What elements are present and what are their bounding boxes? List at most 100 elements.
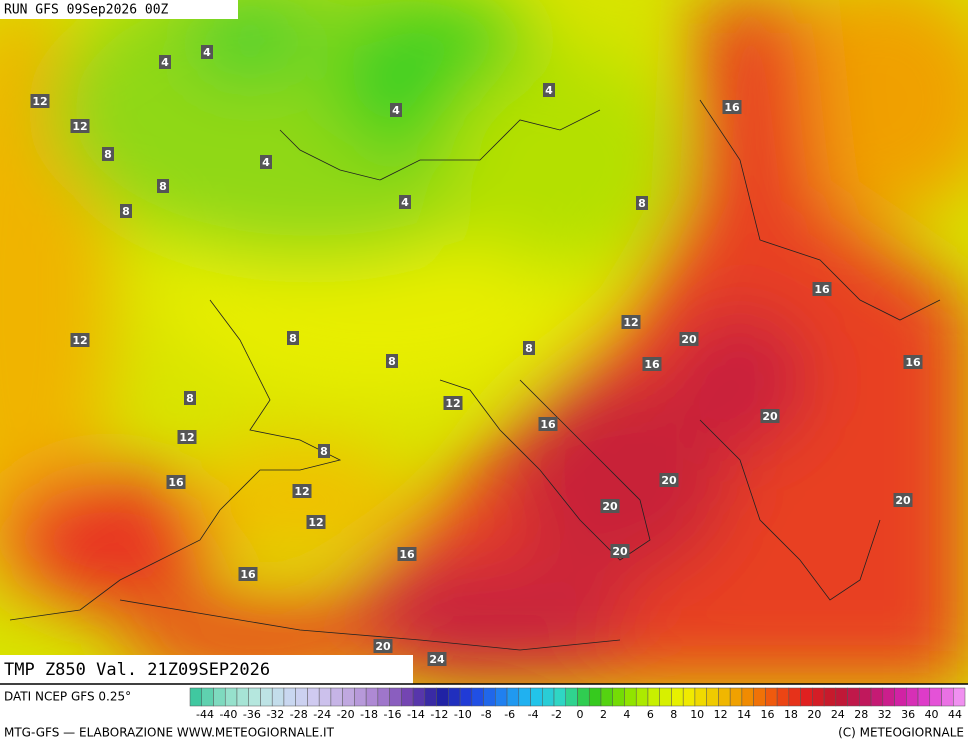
source-label: DATI NCEP GFS 0.25°: [4, 690, 131, 704]
header-box: [0, 0, 238, 19]
scale-swatch: [318, 687, 332, 707]
scale-swatch: [671, 687, 684, 707]
scale-swatch: [847, 687, 860, 707]
run-title: RUN GFS 09Sep2026 00Z: [4, 3, 169, 18]
contour-label-box: [120, 204, 132, 218]
scale-swatch: [741, 687, 754, 707]
contour-label-box: [373, 639, 393, 653]
contour-label-box: [427, 652, 447, 666]
scale-swatch: [753, 687, 766, 707]
scale-label: -18: [360, 708, 378, 721]
scale-label: -8: [481, 708, 492, 721]
scale-label: -6: [504, 708, 515, 721]
scale-label: -36: [243, 708, 261, 721]
contour-label-box: [679, 332, 699, 346]
scale-swatch: [953, 687, 966, 707]
contour-label: 16: [724, 101, 740, 114]
scale-swatch: [694, 687, 707, 707]
scale-swatch: [812, 687, 825, 707]
scale-label: 18: [784, 708, 798, 721]
contour-label-box: [184, 391, 196, 405]
scale-swatch: [189, 687, 202, 707]
contour-label-box: [70, 119, 90, 133]
scale-swatch: [248, 687, 261, 707]
contour-label: 16: [814, 283, 830, 296]
scale-swatch: [612, 687, 625, 707]
scale-swatch: [377, 687, 390, 707]
scale-swatch: [518, 687, 531, 707]
scale-label: 36: [901, 708, 915, 721]
contour-label-box: [201, 45, 213, 59]
scale-swatch: [506, 687, 520, 707]
contour-label-box: [903, 355, 923, 369]
contour-label-box: [292, 484, 312, 498]
scale-swatch: [706, 687, 719, 707]
contour-label-box: [287, 331, 299, 345]
scale-swatch: [483, 687, 496, 707]
scale-swatch: [401, 687, 414, 707]
contour-label-box: [70, 333, 90, 347]
scale-swatch: [906, 687, 919, 707]
contour-label: 12: [623, 316, 638, 329]
contour-label: 20: [602, 500, 618, 513]
scale-swatch: [823, 687, 837, 707]
scale-swatch: [436, 687, 449, 707]
contour-label-box: [177, 430, 197, 444]
contour-label-box: [893, 493, 913, 507]
scale-swatch: [530, 687, 543, 707]
scale-swatch: [788, 687, 801, 707]
contour-label: 20: [375, 640, 391, 653]
contour-label: 20: [762, 410, 778, 423]
scale-swatch: [647, 687, 660, 707]
contour-label-box: [102, 147, 114, 161]
contour-label-box: [238, 567, 258, 581]
contour-label: 4: [392, 104, 400, 117]
scale-label: -4: [528, 708, 539, 721]
scale-swatch: [800, 687, 813, 707]
contour-label-box: [318, 444, 330, 458]
contour-label: 20: [895, 494, 911, 507]
contour-label: 16: [168, 476, 184, 489]
temperature-field: 4 4 12 12 8 4 4 16 4 8 8 4 8 16 12 12 8 20 8 8 16 16 8 12 20 16 12…: [0, 0, 968, 684]
contour-label-box: [157, 179, 169, 193]
scale-label: -20: [337, 708, 355, 721]
contour-label: 12: [72, 120, 87, 133]
scale-swatch: [894, 687, 907, 707]
scale-swatch: [882, 687, 895, 707]
contour-label-box: [523, 341, 535, 355]
scale-swatch: [342, 687, 355, 707]
scale-swatch: [917, 687, 931, 707]
contour-label: 12: [294, 485, 309, 498]
scale-swatch: [729, 687, 743, 707]
scale-swatch: [870, 687, 884, 707]
contour-label-box: [159, 55, 171, 69]
field-label: TMP Z850 Val. 21Z09SEP2026: [4, 660, 270, 680]
scale-label: 2: [600, 708, 607, 721]
contour-label-box: [390, 103, 402, 117]
contour-label: 8: [388, 355, 396, 368]
scale-label: 8: [670, 708, 677, 721]
scale-label: 40: [925, 708, 939, 721]
scale-swatch: [929, 687, 942, 707]
scale-swatch: [307, 687, 320, 707]
contour-label: 20: [681, 333, 697, 346]
scale-label: 10: [690, 708, 704, 721]
scale-swatch: [448, 687, 461, 707]
scale-swatch: [354, 687, 367, 707]
contour-label-box: [399, 195, 411, 209]
credit-right: (C) METEOGIORNALE: [838, 726, 964, 740]
contour-label: 24: [429, 653, 445, 666]
scale-label: -12: [430, 708, 448, 721]
scale-label: -16: [384, 708, 402, 721]
contour-label-box: [636, 196, 648, 210]
scale-label: 24: [831, 708, 845, 721]
contour-label: 20: [612, 545, 628, 558]
contour-label-box: [306, 515, 326, 529]
contour-label-box: [30, 94, 50, 108]
scale-swatch: [201, 687, 214, 707]
scale-swatch: [624, 687, 637, 707]
scale-swatch: [389, 687, 402, 707]
scale-label: 6: [647, 708, 654, 721]
scale-swatch: [224, 687, 238, 707]
